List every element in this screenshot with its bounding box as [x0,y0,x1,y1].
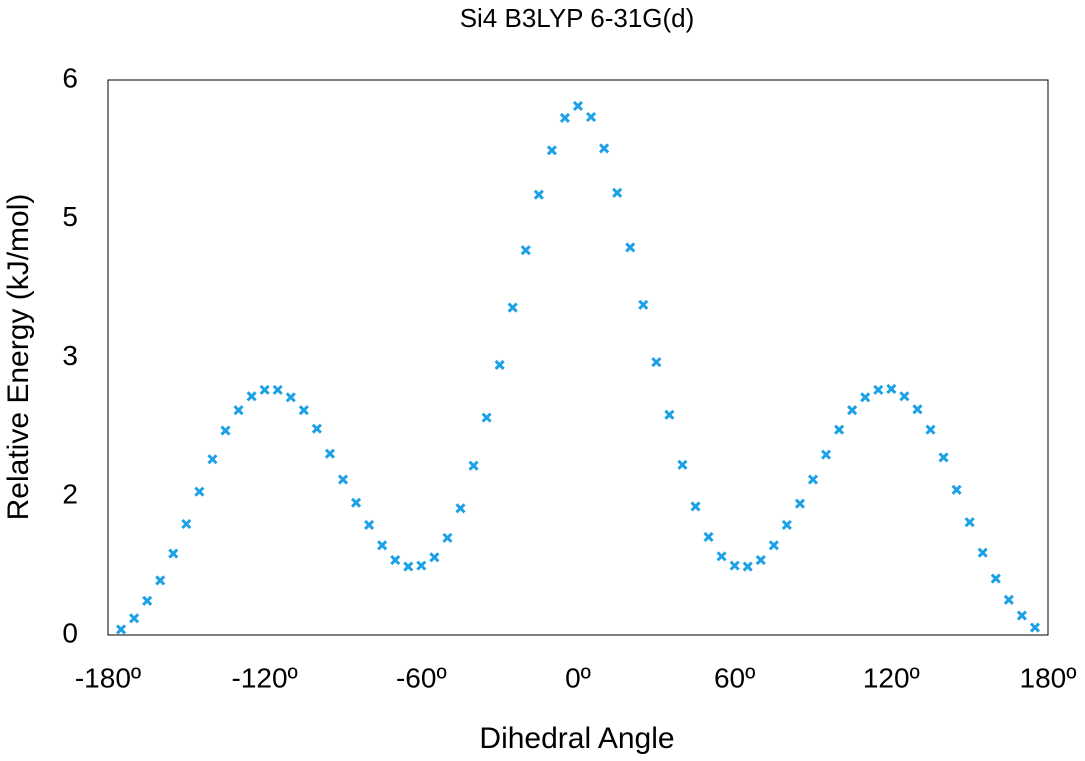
marker [494,359,505,370]
marker [455,503,466,514]
marker [429,552,440,563]
marker [324,448,336,459]
marker [364,519,375,530]
y-tick-label: 5 [62,201,78,232]
marker [337,474,349,485]
marker [794,498,806,509]
marker [1016,610,1027,621]
marker [220,425,231,436]
marker [142,595,153,606]
x-tick-label: -120º [232,662,298,693]
marker [951,484,962,495]
plot-frame [107,79,1049,636]
marker [585,111,597,123]
marker [246,391,257,402]
marker [285,392,296,403]
marker [781,519,792,530]
marker [298,405,309,416]
marker [403,561,414,572]
x-tick-label: 180º [1020,662,1077,693]
marker [1029,622,1041,633]
marker [612,187,623,198]
x-tick-label: -60º [396,662,447,693]
marker [507,302,518,313]
marker [207,454,218,465]
marker [886,383,897,395]
x-axis-label: Dihedral Angle [479,722,674,755]
y-tick-label: 2 [62,479,78,510]
marker [572,100,584,111]
y-tick-label: 3 [62,340,78,371]
marker [664,409,675,420]
marker [964,517,975,528]
marker [716,551,727,562]
marker [834,424,845,435]
marker [390,555,401,566]
marker [129,613,140,624]
marker [755,555,766,566]
marker [194,486,205,497]
marker [925,424,936,435]
marker [899,391,910,402]
marker [272,384,283,395]
y-tick-label: 6 [62,62,78,93]
marker [651,357,662,368]
marker [350,497,362,508]
marker [311,423,322,434]
marker [115,624,127,635]
marker [533,189,544,200]
y-axis-label: Relative Energy (kJ/mol) [2,194,35,521]
marker [546,145,557,156]
marker [912,404,923,415]
marker [559,112,571,123]
marker [873,384,884,395]
marker [442,532,453,543]
marker [690,501,701,512]
marker [468,460,479,471]
x-tick-label: -180º [75,662,141,693]
marker [1003,594,1014,605]
marker [729,560,740,571]
marker [181,518,192,530]
marker [168,548,179,559]
marker [990,573,1001,584]
marker [416,560,427,571]
marker [807,474,819,485]
x-tick-label: 0º [565,662,591,693]
marker [820,449,832,460]
x-tick-label: 60º [714,662,755,693]
marker [599,143,610,154]
marker [860,392,871,403]
marker [233,405,244,416]
marker [938,452,949,463]
marker [625,242,636,253]
marker [377,540,388,551]
marker [977,547,988,558]
marker [520,245,531,256]
chart-title: Si4 B3LYP 6-31G(d) [460,3,695,33]
marker [155,575,166,586]
marker [259,384,270,395]
marker [638,299,649,310]
marker [847,405,858,416]
x-tick-label: 120º [863,662,920,693]
marker [481,412,492,423]
marker [768,540,779,551]
y-tick-label: 0 [62,617,78,648]
marker [677,459,688,470]
marker [703,531,714,543]
marker [742,561,753,572]
